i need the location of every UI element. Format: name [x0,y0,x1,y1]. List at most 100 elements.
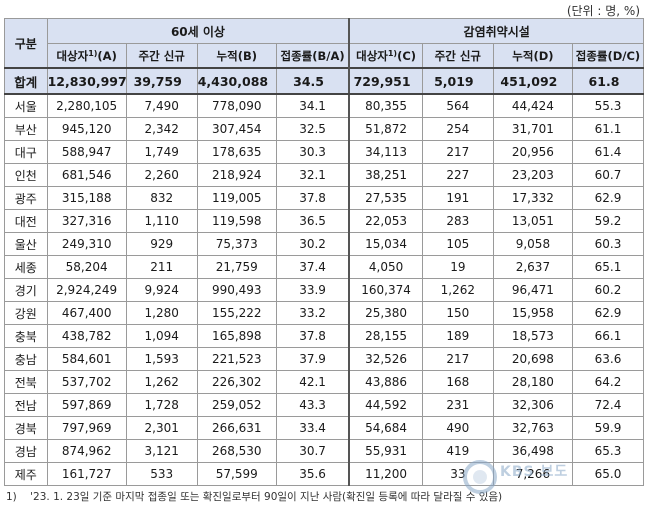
value-cell: 2,342 [125,117,198,141]
table-row: 경기 2,924,249 9,924 990,493 33.9 160,374 1,262 9… [4,278,645,302]
value-cell: 2,924,249 [46,278,127,302]
value-cell: 63.6 [571,347,645,371]
value-cell: 38,251 [348,163,423,187]
value-cell: 33.9 [275,278,351,302]
value-cell: 218,924 [196,163,277,187]
value-cell: 1,728 [125,393,198,417]
value-cell: 36,498 [492,439,573,463]
value-cell: 9,924 [125,278,198,302]
value-cell: 19 [421,255,494,279]
col-header-suffix: (A) [97,48,117,63]
value-cell: 178,635 [196,140,277,164]
value-cell: 15,034 [348,232,423,256]
footnote: 1) '23. 1. 23일 기준 마지막 접종일 또는 확진일로부터 90일이… [6,489,502,504]
value-cell: 32.1 [275,163,351,187]
value-cell: 33.2 [275,301,351,325]
value-cell: 597,869 [46,393,127,417]
value-cell: 34,113 [348,140,423,164]
value-cell: 80,355 [348,93,423,118]
value-cell: 5,019 [421,67,494,95]
value-cell: 221,523 [196,347,277,371]
value-cell: 155,222 [196,301,277,325]
value-cell: 37.8 [275,186,351,210]
region-cell: 대전 [4,209,48,233]
value-cell: 12,830,997 [46,67,127,95]
value-cell: 30.3 [275,140,351,164]
table-row: 충북 438,782 1,094 165,898 37.8 28,155 189 18,573… [4,324,645,348]
value-cell: 327,316 [46,209,127,233]
value-cell: 119,598 [196,209,277,233]
value-cell: 168 [421,370,494,394]
value-cell: 25,380 [348,301,423,325]
value-cell: 61.1 [571,117,645,141]
value-cell: 4,050 [348,255,423,279]
table-row: 경북 797,969 2,301 266,631 33.4 54,684 490 32,763… [4,416,645,440]
region-cell: 충북 [4,324,48,348]
value-cell: 217 [421,347,494,371]
value-cell: 778,090 [196,93,277,118]
table-row: 제주 161,727 533 57,599 35.6 11,200 33 7,266 65.0 [4,462,645,486]
value-cell: 65.0 [571,462,645,486]
value-cell: 32,763 [492,416,573,440]
value-cell: 681,546 [46,163,127,187]
value-cell: 60.7 [571,163,645,187]
value-cell: 307,454 [196,117,277,141]
value-cell: 39,759 [125,67,198,95]
value-cell: 259,052 [196,393,277,417]
value-cell: 1,593 [125,347,198,371]
value-cell: 254 [421,117,494,141]
value-cell: 51,872 [348,117,423,141]
value-cell: 32,306 [492,393,573,417]
region-cell: 세종 [4,255,48,279]
total-row: 합계 12,830,997 39,759 4,430,088 34.5 729,951 5,… [4,67,645,95]
value-cell: 119,005 [196,186,277,210]
value-cell: 22,053 [348,209,423,233]
col-header-label: 접종률(D/C) [575,48,641,63]
col-header-sup: 1) [387,48,398,58]
col-header-a-0: 대상자1)(A) [46,43,127,69]
table-row: 울산 249,310 929 75,373 30.2 15,034 105 9,058 60.3 [4,232,645,256]
table-row: 전남 597,869 1,728 259,052 43.3 44,592 231 32,306… [4,393,645,417]
value-cell: 945,120 [46,117,127,141]
value-cell: 64.2 [571,370,645,394]
value-cell: 35.6 [275,462,351,486]
value-cell: 61.4 [571,140,645,164]
value-cell: 15,958 [492,301,573,325]
region-cell: 울산 [4,232,48,256]
value-cell: 490 [421,416,494,440]
value-cell: 60.3 [571,232,645,256]
value-cell: 7,490 [125,93,198,118]
table-row: 부산 945,120 2,342 307,454 32.5 51,872 254 31,701… [4,117,645,141]
value-cell: 467,400 [46,301,127,325]
col-header-b-3: 접종률(D/C) [571,43,645,69]
value-cell: 929 [125,232,198,256]
header-group-vulnerable: 감염취약시설 [348,18,645,44]
value-cell: 36.5 [275,209,351,233]
region-cell: 부산 [4,117,48,141]
value-cell: 9,058 [492,232,573,256]
region-cell: 합계 [4,67,48,95]
region-cell: 경기 [4,278,48,302]
value-cell: 874,962 [46,439,127,463]
value-cell: 11,200 [348,462,423,486]
table-row: 인천 681,546 2,260 218,924 32.1 38,251 227 23,203… [4,163,645,187]
value-cell: 32.5 [275,117,351,141]
value-cell: 61.8 [571,67,645,95]
value-cell: 1,262 [125,370,198,394]
value-cell: 227 [421,163,494,187]
value-cell: 537,702 [46,370,127,394]
value-cell: 165,898 [196,324,277,348]
table-row: 세종 58,204 211 21,759 37.4 4,050 19 2,637 65.1 [4,255,645,279]
header-gubun: 구분 [4,18,48,69]
value-cell: 59.9 [571,416,645,440]
value-cell: 2,301 [125,416,198,440]
value-cell: 30.2 [275,232,351,256]
value-cell: 564 [421,93,494,118]
value-cell: 62.9 [571,186,645,210]
value-cell: 2,260 [125,163,198,187]
col-header-a-1: 주간 신규 [125,43,198,69]
value-cell: 189 [421,324,494,348]
value-cell: 105 [421,232,494,256]
value-cell: 59.2 [571,209,645,233]
col-header-a-3: 접종률(B/A) [275,43,351,69]
